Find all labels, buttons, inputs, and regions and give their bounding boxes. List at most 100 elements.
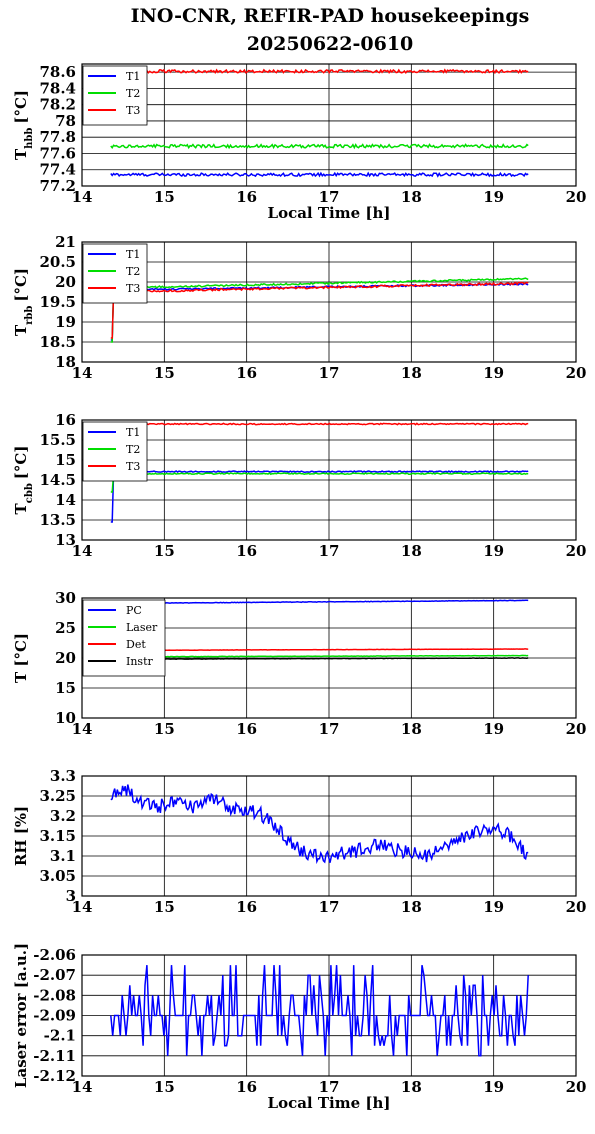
series-line-t2 [110,472,529,493]
y-tick-label: -2.09 [33,1007,76,1025]
panel-trbb: 14 15 16 17 18 19 20 18 18.5 19 19.5 20 20.5 21 Trbb[°… [12,233,586,382]
y-axis-label: Thbb[°C] [12,90,35,160]
y-tick-label: 13.5 [39,511,76,529]
y-tick-label: 78.4 [39,79,76,97]
x-tick-label: 19 [483,188,504,206]
y-tick-label: 14 [55,491,76,509]
y-tick-label: 15 [55,679,76,697]
x-tick-label: 15 [154,542,175,560]
y-tick-label: 77.8 [39,128,76,146]
y-axis-label: T [°C] [12,633,30,683]
x-tick-label: 14 [72,542,93,560]
x-tick-label: 15 [154,1078,175,1096]
x-tick-label: 16 [236,720,257,738]
x-tick-label: 18 [401,898,422,916]
legend-label: Laser [126,621,158,634]
x-tick-label: 18 [401,542,422,560]
x-axis-label: Local Time [h] [268,1094,391,1112]
y-tick-label: 20 [55,649,76,667]
x-tick-label: 14 [72,720,93,738]
x-tick-label: 20 [566,364,587,382]
x-tick-label: 18 [401,1078,422,1096]
x-tick-label: 18 [401,720,422,738]
x-tick-label: 16 [236,1078,257,1096]
x-tick-label: 19 [483,542,504,560]
plot-frame [81,597,577,719]
series-line-t3 [110,422,529,426]
series-line-laser [110,964,529,1057]
y-tick-label: 18.5 [39,333,76,351]
x-tick-label: 16 [236,542,257,560]
y-tick-label: -2.07 [33,966,76,984]
y-tick-label: 15 [55,451,76,469]
x-tick-label: 17 [319,364,340,382]
chart-title-line1: INO-CNR, REFIR-PAD housekeepings [131,5,530,27]
legend-label: T1 [126,426,140,439]
series-group [110,599,529,661]
x-tick-label: 14 [72,898,93,916]
x-tick-label: 15 [154,898,175,916]
plot-frame [81,954,577,1077]
y-tick-label: -2.08 [33,986,76,1004]
legend: PC Laser Det Instr [82,599,166,677]
plot-frame [81,775,577,897]
x-tick-label: 20 [566,720,587,738]
legend-label: T3 [126,282,140,295]
y-tick-label: 15.5 [39,431,76,449]
x-tick-label: 16 [236,364,257,382]
series-line-laser [110,654,529,658]
y-axis-label: Laser error [a.u.] [12,943,30,1088]
panel-thbb: 14 15 16 17 18 19 20 77.277.477.677.87878.278.4… [12,63,586,222]
legend: T1 T2 T3 [82,65,148,126]
x-tick-label: 17 [319,720,340,738]
y-tick-label: -2.06 [33,946,76,964]
series-group [110,784,529,865]
y-tick-label: 78 [55,112,76,130]
x-axis-label: Local Time [h] [268,204,391,222]
series-line-det [164,648,529,652]
legend-label: T1 [126,248,140,261]
y-tick-label: 14.5 [39,471,76,489]
x-tick-label: 19 [483,1078,504,1096]
series-line-t1 [110,470,529,523]
series-line-t1 [110,282,529,341]
x-tick-label: 15 [154,364,175,382]
series-group [110,422,529,523]
x-tick-label: 14 [72,1078,93,1096]
y-tick-label: 3.3 [50,767,76,785]
x-tick-label: 14 [72,364,93,382]
series-line-pc [110,599,529,605]
x-tick-label: 15 [154,188,175,206]
y-tick-label: 10 [55,709,76,727]
legend: T1 T2 T3 [82,243,148,304]
legend-box [82,599,166,677]
panel-temps: 14 15 16 17 18 19 20 10 15 20 25 30 T [°C] PC Laser Det… [12,589,586,738]
y-tick-label: 78.6 [39,63,76,81]
plot-frame [81,419,577,541]
y-tick-label: 3.1 [50,847,76,865]
chart-title-line2: 20250622-0610 [247,33,414,55]
y-tick-label: -2.1 [44,1027,76,1045]
x-tick-label: 19 [483,364,504,382]
plot-frame [81,63,577,187]
series-line-rh [110,784,529,865]
y-tick-label: 18 [55,353,76,371]
x-tick-label: 17 [319,542,340,560]
y-tick-label: 30 [55,589,76,607]
x-tick-label: 19 [483,720,504,738]
y-tick-label: 20.5 [39,253,76,271]
x-tick-label: 14 [72,188,93,206]
legend-label: T1 [126,70,140,83]
series-line-t2 [110,143,529,150]
y-tick-label: 77.2 [39,177,76,195]
series-line-instr [110,657,529,661]
y-axis-label: Tcbb[°C] [12,446,35,515]
legend-label: Det [126,638,146,651]
series-group [110,277,529,343]
x-tick-label: 18 [401,188,422,206]
x-tick-label: 17 [319,898,340,916]
y-tick-label: 20 [55,273,76,291]
y-tick-label: 16 [55,411,76,429]
panel-tcbb: 14 15 16 17 18 19 20 13 13.5 14 14.5 15 15.5 16 Tcbb[°… [12,411,586,560]
